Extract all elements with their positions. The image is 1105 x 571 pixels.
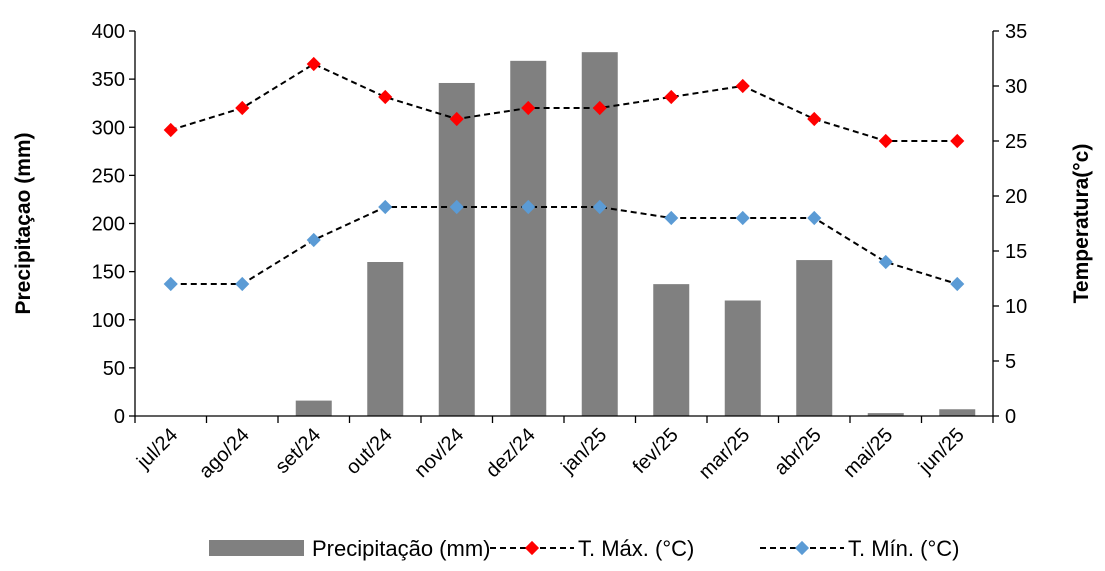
point-tmin-out/24 bbox=[378, 199, 393, 215]
legend-marker-tmax bbox=[524, 540, 540, 556]
right-axis-title: Temperatura(°c) bbox=[1070, 144, 1093, 304]
right-tick-label: 0 bbox=[1005, 406, 1016, 428]
point-tmax-jun/25 bbox=[950, 133, 965, 149]
bar-fev/25 bbox=[653, 284, 690, 416]
lines-group bbox=[163, 56, 965, 292]
bar-jun/25 bbox=[939, 409, 976, 416]
right-tick-label: 30 bbox=[1005, 76, 1027, 98]
legend: Precipitação (mm) T. Máx. (°C) T. Mín. (… bbox=[209, 536, 959, 561]
x-tick-label: nov/24 bbox=[410, 424, 468, 482]
axes-group bbox=[134, 31, 994, 417]
legend-label-tmin: T. Mín. (°C) bbox=[848, 536, 959, 561]
right-tick-label: 15 bbox=[1005, 241, 1027, 263]
point-tmin-set/24 bbox=[306, 232, 321, 248]
left-tick-label: 250 bbox=[92, 165, 125, 187]
point-tmax-abr/25 bbox=[807, 111, 822, 127]
x-tick-label: out/24 bbox=[342, 424, 397, 479]
point-tmin-fev/25 bbox=[664, 210, 679, 226]
left-axis-title: Precipitaçao (mm) bbox=[12, 132, 35, 314]
point-tmax-mar/25 bbox=[735, 78, 750, 94]
labels-group: jul/24 ago/24 set/24 out/24 nov/24 dez/24 jan/… bbox=[132, 424, 969, 484]
legend-marker-tmin bbox=[794, 540, 810, 556]
x-tick-label: jul/24 bbox=[132, 424, 182, 474]
line-tmin bbox=[170, 206, 958, 285]
bar-mai/25 bbox=[867, 413, 904, 416]
right-tick-label: 25 bbox=[1005, 131, 1027, 153]
left-tick-label: 0 bbox=[114, 406, 125, 428]
point-tmin-dez/24 bbox=[521, 199, 536, 215]
point-tmin-ago/24 bbox=[235, 276, 250, 292]
left-tick-label: 400 bbox=[92, 21, 125, 43]
bar-mar/25 bbox=[724, 300, 761, 416]
left-tick-label: 300 bbox=[92, 117, 125, 139]
point-tmax-jan/25 bbox=[592, 100, 607, 116]
x-tick-label: jun/25 bbox=[914, 424, 969, 479]
point-tmin-mai/25 bbox=[878, 254, 893, 270]
point-tmax-out/24 bbox=[378, 89, 393, 105]
bar-set/24 bbox=[295, 400, 332, 416]
bar-out/24 bbox=[367, 262, 404, 416]
legend-swatch-precipitation bbox=[209, 540, 304, 556]
point-tmax-jul/24 bbox=[163, 122, 178, 138]
line-tmax bbox=[170, 62, 958, 142]
right-tick-label: 5 bbox=[1005, 351, 1016, 373]
point-tmin-jun/25 bbox=[950, 276, 965, 292]
x-tick-label: dez/24 bbox=[482, 424, 540, 482]
x-tick-label: ago/24 bbox=[195, 424, 254, 483]
point-tmax-set/24 bbox=[306, 56, 321, 72]
x-tick-label: jan/25 bbox=[556, 424, 611, 479]
right-tick-label: 10 bbox=[1005, 296, 1027, 318]
legend-label-tmax: T. Máx. (°C) bbox=[578, 536, 694, 561]
point-tmax-fev/25 bbox=[664, 89, 679, 105]
x-tick-label: mar/25 bbox=[695, 424, 755, 484]
point-tmin-jan/25 bbox=[592, 199, 607, 215]
point-tmax-nov/24 bbox=[449, 111, 464, 127]
x-tick-label: abr/25 bbox=[770, 424, 826, 480]
bar-abr/25 bbox=[796, 260, 833, 416]
right-tick-label: 20 bbox=[1005, 186, 1027, 208]
bar-dez/24 bbox=[510, 60, 547, 417]
x-tick-label: set/24 bbox=[271, 424, 325, 478]
left-tick-label: 200 bbox=[92, 214, 125, 236]
bars-group bbox=[295, 52, 976, 417]
x-tick-label: mai/25 bbox=[839, 424, 897, 482]
point-tmax-dez/24 bbox=[521, 100, 536, 116]
point-tmin-mar/25 bbox=[735, 210, 750, 226]
bar-nov/24 bbox=[438, 82, 475, 416]
point-tmin-nov/24 bbox=[449, 199, 464, 215]
right-tick-label: 35 bbox=[1005, 21, 1027, 43]
legend-label-precipitation: Precipitação (mm) bbox=[312, 536, 490, 561]
x-tick-label: fev/25 bbox=[629, 424, 683, 478]
left-tick-label: 350 bbox=[92, 69, 125, 91]
point-tmin-jul/24 bbox=[163, 276, 178, 292]
point-tmax-ago/24 bbox=[235, 100, 250, 116]
point-tmax-mai/25 bbox=[878, 133, 893, 149]
left-tick-label: 50 bbox=[103, 358, 125, 380]
left-tick-label: 100 bbox=[92, 310, 125, 332]
ticks-group: 0 50 100 150 200 250 300 350 400 0 5 10 15 20 25 30 35 bbox=[92, 21, 1028, 428]
left-tick-label: 150 bbox=[92, 262, 125, 284]
point-tmin-abr/25 bbox=[807, 210, 822, 226]
